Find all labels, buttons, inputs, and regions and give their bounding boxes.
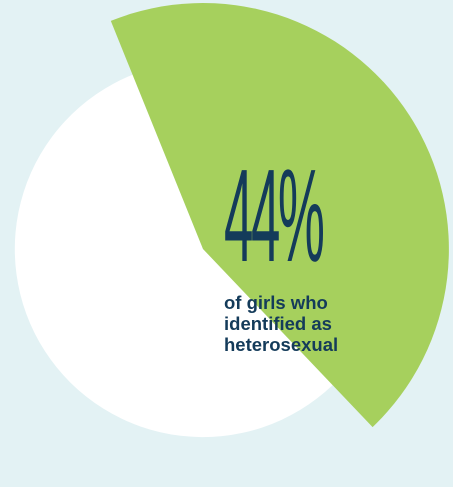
caption-line-3: heterosexual: [224, 334, 339, 355]
slice-caption: of girls who identified as heterosexual: [224, 292, 384, 355]
caption-line-2: identified as: [224, 313, 332, 334]
pie-slice-heterosexual: [110, 3, 449, 428]
caption-line-1: of girls who: [224, 292, 328, 313]
percentage-label: 44%: [224, 142, 325, 289]
pie-slice-remainder: [14, 74, 333, 438]
